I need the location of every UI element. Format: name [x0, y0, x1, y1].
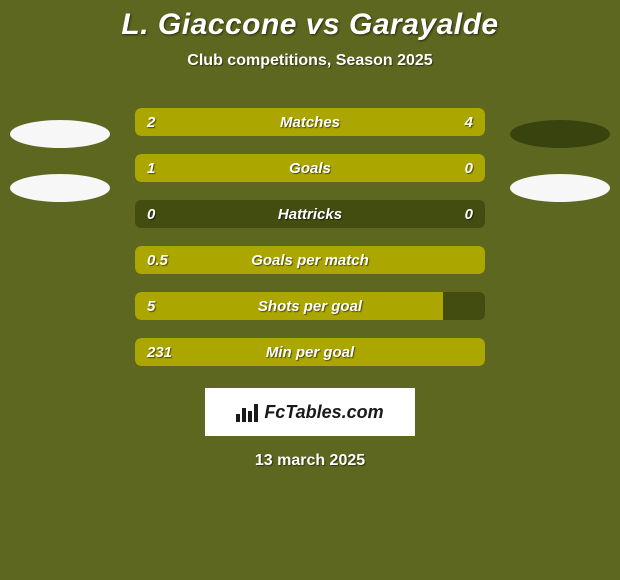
stat-label: Min per goal	[135, 338, 485, 366]
comparison-infographic: L. Giaccone vs Garayalde Club competitio…	[0, 0, 620, 580]
team-badge-placeholder	[510, 120, 610, 148]
logo-text: FcTables.com	[264, 402, 383, 423]
stat-row: 24Matches	[135, 108, 485, 136]
stat-row: 231Min per goal	[135, 338, 485, 366]
player1-badges	[10, 120, 110, 228]
team-badge-placeholder	[10, 174, 110, 202]
subtitle: Club competitions, Season 2025	[0, 52, 620, 70]
stat-label: Hattricks	[135, 200, 485, 228]
player2-badges	[510, 120, 610, 228]
bar-chart-icon	[236, 402, 258, 422]
team-badge-placeholder	[10, 120, 110, 148]
stat-row: 00Hattricks	[135, 200, 485, 228]
stat-row: 5Shots per goal	[135, 292, 485, 320]
stat-label: Shots per goal	[135, 292, 485, 320]
stat-row: 0.5Goals per match	[135, 246, 485, 274]
page-title: L. Giaccone vs Garayalde	[0, 8, 620, 42]
stat-row: 10Goals	[135, 154, 485, 182]
stat-label: Matches	[135, 108, 485, 136]
date-text: 13 march 2025	[0, 452, 620, 470]
stat-label: Goals per match	[135, 246, 485, 274]
team-badge-placeholder	[510, 174, 610, 202]
fctables-logo: FcTables.com	[205, 388, 415, 436]
stat-label: Goals	[135, 154, 485, 182]
stats-list: 24Matches 10Goals 00Hattricks 0.5Goals per …	[135, 108, 485, 366]
